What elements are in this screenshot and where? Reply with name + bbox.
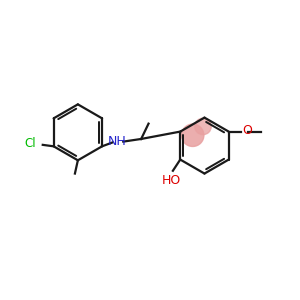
Text: NH: NH xyxy=(108,134,127,148)
Text: HO: HO xyxy=(162,174,181,187)
Text: Cl: Cl xyxy=(24,137,36,151)
Text: O: O xyxy=(242,124,252,137)
Circle shape xyxy=(195,118,211,135)
Circle shape xyxy=(182,124,204,146)
